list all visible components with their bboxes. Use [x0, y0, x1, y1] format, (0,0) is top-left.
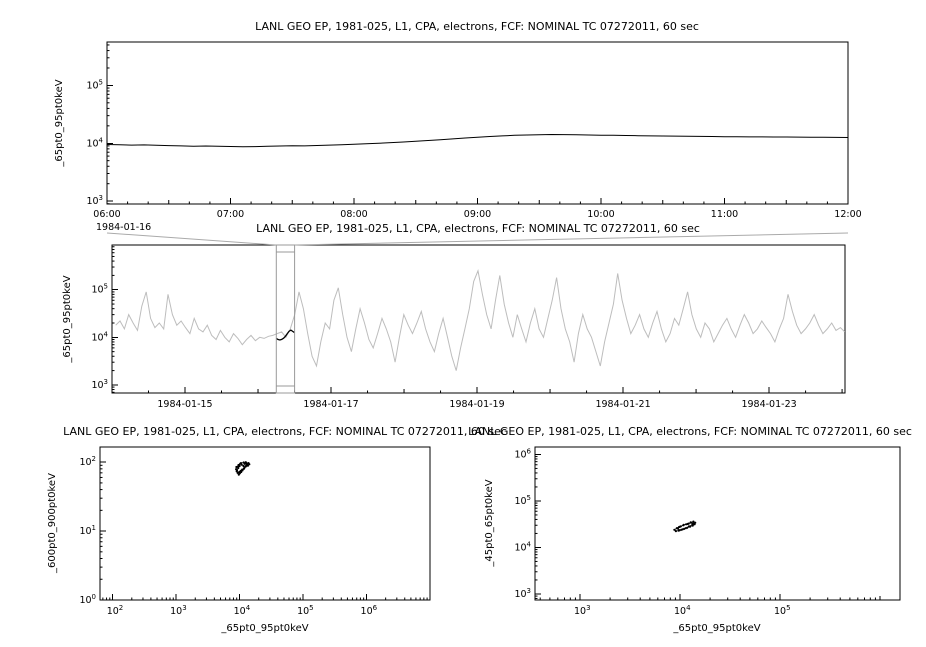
log-tick-label: 103	[86, 194, 103, 207]
context-line	[115, 269, 846, 371]
log-tick-label: 105	[774, 604, 791, 617]
highlight-line	[275, 329, 295, 341]
x-axis-label: _65pt0_95pt0keV	[672, 623, 760, 634]
y-axis-label: _600pt0_900pt0keV	[47, 473, 58, 574]
log-tick-label: 104	[86, 136, 103, 149]
date-tick-label: 1984-01-21	[595, 399, 650, 410]
x-axis-date-label: 1984-01-16	[96, 222, 151, 233]
log-tick-label: 102	[79, 455, 96, 468]
log-tick-label: 100	[79, 593, 96, 606]
plot-area-scatter-45-65[interactable]	[534, 446, 901, 601]
selection-box[interactable]	[275, 244, 296, 394]
log-tick-label: 105	[514, 494, 531, 507]
date-tick-label: 1984-01-17	[303, 399, 358, 410]
y-axis-label: _65pt0_95pt0keV	[62, 275, 73, 363]
x-axis-label: _65pt0_95pt0keV	[220, 623, 308, 634]
zoom-connector-left	[106, 232, 277, 246]
time-tick-label: 09:00	[464, 209, 491, 220]
time-tick-label: 06:00	[93, 209, 120, 220]
log-tick-label: 103	[170, 604, 187, 617]
log-tick-label: 103	[514, 587, 531, 600]
log-tick-label: 105	[86, 78, 103, 91]
time-tick-label: 10:00	[587, 209, 614, 220]
log-tick-label: 103	[574, 604, 591, 617]
log-tick-label: 102	[107, 604, 124, 617]
plot-title: LANL GEO EP, 1981-025, L1, CPA, electron…	[256, 222, 700, 235]
date-tick-label: 1984-01-15	[157, 399, 212, 410]
plot-area-scatter-600-900[interactable]	[99, 446, 431, 601]
y-axis-label: _65pt0_95pt0keV	[54, 79, 65, 167]
date-tick-label: 1984-01-19	[449, 399, 504, 410]
time-tick-label: 08:00	[340, 209, 367, 220]
plot-title: LANL GEO EP, 1981-025, L1, CPA, electron…	[63, 425, 507, 438]
log-tick-label: 104	[514, 540, 531, 553]
plot-title: LANL GEO EP, 1981-025, L1, CPA, electron…	[468, 425, 912, 438]
detail-line	[106, 133, 849, 148]
plot-area-timeseries-detail[interactable]	[106, 41, 849, 205]
log-tick-label: 106	[361, 604, 378, 617]
y-axis-label: _45pt0_65pt0keV	[484, 479, 495, 567]
log-tick-label: 105	[297, 604, 314, 617]
log-tick-label: 105	[91, 283, 108, 296]
log-tick-label: 103	[91, 378, 108, 391]
log-tick-label: 101	[79, 524, 96, 537]
zoom-connector-right	[294, 232, 849, 246]
scatter-points	[235, 461, 251, 476]
time-tick-label: 12:00	[834, 209, 861, 220]
log-tick-label: 104	[234, 604, 251, 617]
scatter-points	[673, 520, 697, 533]
plot-area-timeseries-context[interactable]	[111, 244, 846, 394]
time-tick-label: 07:00	[217, 209, 244, 220]
time-tick-label: 11:00	[711, 209, 738, 220]
date-tick-label: 1984-01-23	[741, 399, 796, 410]
log-tick-label: 106	[514, 447, 531, 460]
log-tick-label: 104	[674, 604, 691, 617]
plot-title: LANL GEO EP, 1981-025, L1, CPA, electron…	[255, 20, 699, 33]
log-tick-label: 104	[91, 330, 108, 343]
